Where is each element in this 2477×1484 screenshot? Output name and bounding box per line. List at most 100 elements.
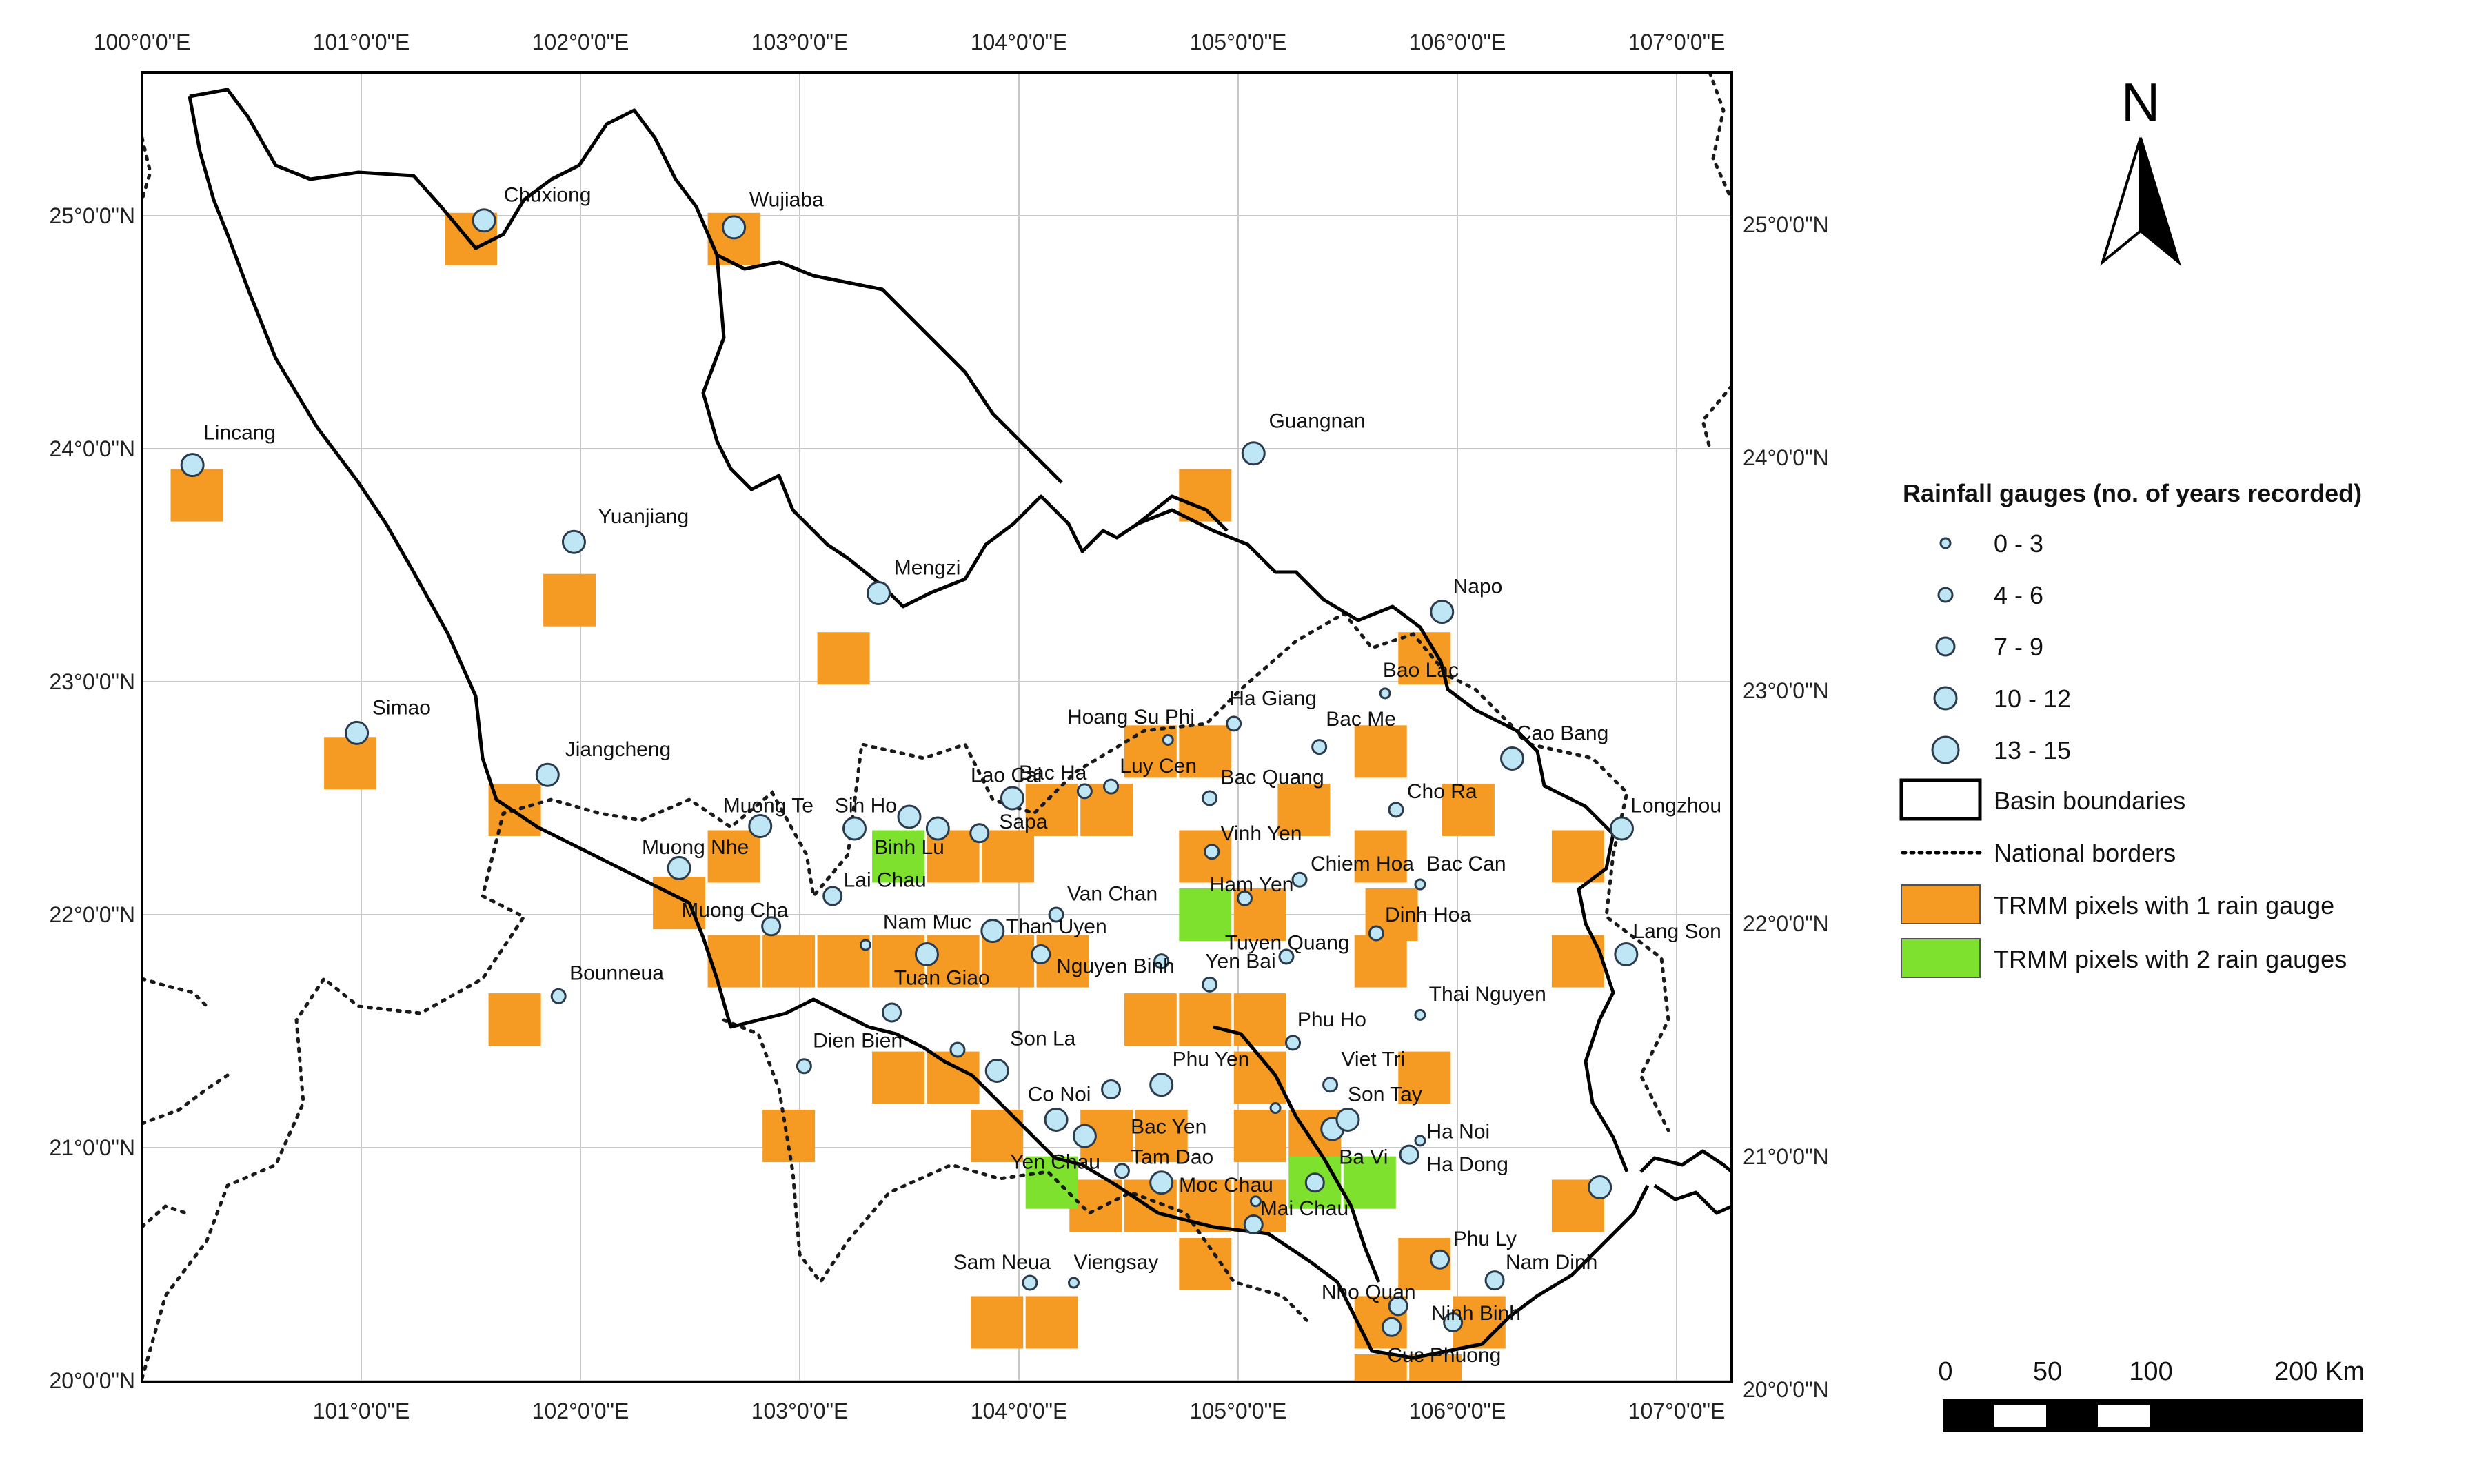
gauge-label: Guangnan — [1269, 410, 1366, 433]
north-arrow-right — [2139, 137, 2181, 266]
rain-gauge — [1610, 816, 1634, 841]
gauge-label: Viengsay — [1074, 1251, 1159, 1274]
rain-gauge — [1500, 746, 1524, 771]
gauge-label: Phu Ly — [1453, 1228, 1517, 1250]
lat-tick-label-left: 24°0'0"N — [49, 436, 135, 461]
gauge-label: Bac Can — [1426, 853, 1506, 875]
trmm-pixel-one-gauge — [1354, 1354, 1407, 1382]
trmm-pixel-two-gauges — [1343, 1156, 1396, 1209]
map-background — [142, 72, 1732, 1382]
gauge-label: Tuyen Quang — [1225, 932, 1350, 955]
legend-gauge-class-label: 7 - 9 — [1994, 633, 2043, 661]
legend-pixel-two-symbol — [1901, 938, 1981, 978]
gauge-label: Chiem Hoa — [1311, 853, 1414, 875]
lat-tick-label-right: 20°0'0"N — [1743, 1377, 1829, 1402]
lon-tick-label-top: 105°0'0"E — [1190, 30, 1287, 54]
legend-gauge-classes: 0 - 3 4 - 6 7 - 9 10 - 12 13 - 15 — [1931, 529, 2071, 764]
gauge-label: Bounneua — [569, 962, 664, 985]
rain-gauge — [796, 1058, 812, 1075]
rain-gauge — [1072, 1124, 1097, 1148]
gauge-label: Muong Te — [723, 794, 813, 817]
scale-label-50: 50 — [2033, 1357, 2062, 1386]
rain-gauge — [1368, 925, 1384, 942]
scale-bar-seg-2 — [2098, 1405, 2150, 1427]
lat-tick-label-left: 25°0'0"N — [49, 203, 135, 228]
legend-basin-label: Basin boundaries — [1994, 786, 2185, 815]
rain-gauge — [561, 529, 586, 554]
trmm-pixel-one-gauge — [1398, 632, 1451, 685]
rain-gauge — [1204, 844, 1220, 860]
coordinate-ticks: 100°0'0"E 101°0'0"E 101°0'0"E 102°0'0"E 102°… — [49, 30, 1828, 1423]
rain-gauge — [667, 855, 691, 880]
rain-gauge — [1382, 1317, 1402, 1337]
trmm-pixel-one-gauge — [1179, 725, 1232, 778]
rain-gauge — [1249, 1195, 1262, 1208]
rain-gauge — [1000, 786, 1024, 811]
gauge-label: Wujiaba — [749, 188, 824, 211]
gauge-label: Chuxiong — [504, 184, 592, 207]
gauge-label: Tuan Giao — [894, 966, 990, 989]
lon-tick-label-top: 103°0'0"E — [751, 30, 849, 54]
gauge-label: Cho Ra — [1407, 780, 1477, 803]
trmm-pixel-one-gauge — [817, 632, 870, 685]
rain-gauge — [897, 804, 922, 829]
lat-tick-label-right: 25°0'0"N — [1743, 212, 1829, 237]
gauge-label: Longzhou — [1630, 794, 1721, 817]
rain-gauge — [1113, 1163, 1130, 1179]
legend-gauge-symbol — [1939, 537, 1952, 549]
rain-gauge — [1149, 1170, 1174, 1195]
rain-gauge — [1430, 1249, 1450, 1270]
trmm-pixel-one-gauge — [1179, 1238, 1232, 1290]
trmm-pixel-one-gauge — [1069, 1179, 1122, 1232]
lat-tick-label-left: 22°0'0"N — [49, 902, 135, 927]
legend-pixel-one-label: TRMM pixels with 1 rain gauge — [1994, 891, 2334, 919]
rain-gauge — [882, 1002, 902, 1023]
lon-tick-label-bottom: 104°0'0"E — [971, 1399, 1068, 1423]
rain-gauge — [866, 581, 891, 606]
gauge-label: Ha Dong — [1426, 1153, 1508, 1176]
legend-borders-label: National borders — [1994, 839, 2176, 867]
rain-gauge — [1304, 1172, 1325, 1193]
legend-gauge-symbol — [1931, 735, 1960, 764]
trmm-pixel-one-gauge — [707, 830, 760, 883]
trmm-pixel-one-gauge — [1124, 993, 1177, 1046]
gauge-label: Mengzi — [894, 557, 961, 580]
trmm-pixel-one-gauge — [1025, 783, 1078, 836]
rain-gauge — [1588, 1175, 1612, 1199]
north-arrow-left — [2100, 137, 2142, 266]
trmm-pixel-one-gauge — [762, 1110, 816, 1163]
trmm-pixel-one-gauge — [1179, 993, 1232, 1046]
gauge-label: Muong Nhe — [642, 836, 749, 859]
trmm-pixel-one-gauge — [1398, 1051, 1451, 1104]
gauge-label: Jiangcheng — [565, 738, 671, 761]
scale-bar: 0 50 100 200 Km — [1938, 1357, 2365, 1432]
gauge-label: Ha Noi — [1426, 1120, 1490, 1143]
rain-gauge — [1103, 778, 1120, 795]
rain-gauge — [859, 939, 871, 951]
rain-gauge — [1414, 878, 1426, 891]
trmm-pixel-one-gauge — [1277, 783, 1331, 836]
gauge-label: Son La — [1010, 1027, 1075, 1050]
legend-gauge-class-label: 13 - 15 — [1994, 736, 2071, 764]
gauge-label: Binh Lu — [874, 836, 944, 859]
trmm-pixel-one-gauge — [1179, 830, 1232, 883]
rain-gauge — [1399, 1144, 1419, 1165]
gauge-label: Phu Yen — [1173, 1048, 1250, 1071]
gauge-label: Tam Dao — [1131, 1146, 1213, 1169]
gauge-label: Moc Chau — [1179, 1174, 1273, 1197]
trmm-pixel-one-gauge — [971, 1296, 1024, 1349]
gauge-label: Bao Lac — [1383, 659, 1459, 682]
rain-gauge — [1202, 790, 1218, 806]
scale-label-0: 0 — [1938, 1357, 1952, 1386]
rain-gauge — [984, 1058, 1009, 1083]
gauge-label: Lai Chau — [844, 868, 927, 891]
rain-gauge — [1241, 441, 1266, 466]
trmm-pixels — [170, 212, 1604, 1382]
trmm-pixel-one-gauge — [1354, 935, 1407, 988]
rain-gauge — [472, 208, 496, 233]
trmm-pixel-one-gauge — [927, 1051, 980, 1104]
legend: Rainfall gauges (no. of years recorded) … — [1899, 479, 2362, 978]
rain-gauge — [822, 886, 843, 906]
lon-tick-label-bottom: 106°0'0"E — [1409, 1399, 1506, 1423]
rain-gauge — [1269, 1102, 1282, 1115]
